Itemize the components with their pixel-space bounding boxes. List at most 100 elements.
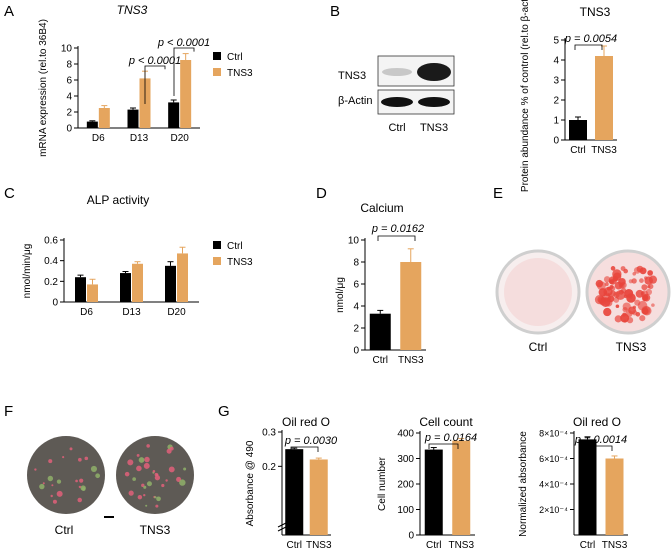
axis-break-mark (277, 526, 287, 532)
lipid-droplet (75, 479, 78, 483)
bar-tns3 (452, 440, 471, 535)
legend-ctrl-swatch (213, 52, 221, 60)
y-tick-label: 2 (66, 108, 72, 119)
y-tick-label: 10 (61, 44, 73, 55)
legend-ctrl-swatch (213, 241, 221, 249)
stain-spot (639, 315, 646, 322)
bar-tns3 (605, 458, 624, 535)
y-tick-label: 0 (66, 124, 72, 135)
lipid-droplet (50, 494, 53, 498)
x-tick-label: TNS3 (448, 540, 474, 551)
well-ctrl-stain (504, 258, 572, 326)
bar-ctrl-d13 (127, 109, 139, 128)
significance-bracket (377, 235, 416, 241)
lipid-droplet (78, 485, 82, 489)
blot-band-actin-ctrl (381, 97, 413, 107)
stain-spot (635, 311, 641, 317)
stain-spot (634, 299, 641, 306)
chart-d-pvalue: p = 0.0162 (371, 223, 424, 235)
y-axis-label: Absorbance @ 490 (245, 440, 256, 526)
chart-a-mrna-expression: TNS3 0 2 4 6 8 10 mRNA expression (rel.to 36B4… (38, 3, 253, 157)
scale-bar (104, 516, 114, 518)
significance-bracket (574, 44, 603, 50)
y-tick-label: 0 (353, 346, 359, 357)
blot-lane-tns3: TNS3 (420, 122, 448, 134)
lipid-droplet (80, 485, 86, 491)
panel-letter-c: C (4, 185, 15, 202)
chart-c-alp-activity: ALP activity 0 0.2 0.4 0.6 nmol/min/μg D6 D13 D… (22, 193, 253, 318)
stain-spot (614, 315, 622, 323)
bar-tns3 (309, 459, 328, 535)
panel-letter-d: D (316, 185, 327, 202)
x-tick-label: Ctrl (426, 540, 442, 551)
well-tns3-stain-spots (594, 265, 658, 324)
y-tick-label: 8 (353, 258, 359, 269)
blot-label-actin: β-Actin (338, 95, 372, 107)
y-tick-label: 6 (66, 76, 72, 87)
lipid-droplet (132, 477, 136, 481)
y-axis-label: Protein abundance % of control (rel.to β… (520, 0, 531, 192)
lipid-droplet (136, 465, 142, 472)
bar-ctrl (569, 120, 587, 140)
chart-a-pvalue-1: p < 0.0001 (128, 55, 181, 67)
legend-tns3-label: TNS3 (227, 257, 253, 268)
legend-tns3-swatch (213, 68, 221, 76)
y-tick-label: 300 (397, 454, 414, 465)
lipid-droplet (77, 497, 83, 503)
stain-spot (648, 283, 654, 290)
blot-band-tns3-ctrl (382, 68, 412, 76)
significance-bracket (428, 443, 459, 449)
well-f-label-tns3: TNS3 (140, 523, 171, 537)
lipid-droplet (143, 494, 146, 497)
lipid-droplet (52, 499, 57, 504)
lipid-droplet (56, 479, 62, 484)
lipid-droplet (90, 465, 97, 472)
alizarin-stained-wells: Ctrl TNS3 (495, 249, 671, 354)
chart-g3-title: Oil red O (573, 415, 621, 429)
bar-tns3-d13 (132, 263, 143, 302)
lipid-droplet (95, 473, 101, 479)
stain-spot (651, 303, 655, 307)
lipid-droplet (166, 448, 172, 454)
y-tick-label: 3 (553, 76, 559, 87)
x-tick-label: D13 (122, 307, 141, 318)
lipid-droplet (146, 444, 150, 448)
chart-g3-pvalue: p = 0.0014 (574, 434, 627, 446)
stain-spot (623, 319, 627, 323)
legend-ctrl-label: Ctrl (227, 52, 243, 63)
x-tick-label: Ctrl (580, 540, 596, 551)
stain-spot (613, 297, 620, 303)
bar-tns3-d20 (177, 253, 188, 302)
y-axis-label: mRNA expression (rel.to 36B4) (38, 19, 49, 157)
lipid-droplet (168, 466, 175, 473)
stain-spot (641, 284, 648, 291)
y-axis-label: nmol/μg (335, 277, 346, 313)
chart-c-title: ALP activity (87, 193, 149, 207)
chart-d-calcium: Calcium 0 2 4 6 8 10 nmol/μg Ctrl TNS3 p = 0.016… (335, 201, 426, 366)
x-tick-label: TNS3 (591, 145, 617, 156)
oil-red-wells: Ctrl TNS3 (27, 436, 194, 537)
bar-tns3-d20 (180, 60, 192, 128)
bar-tns3 (595, 56, 613, 140)
stain-spot (639, 267, 647, 275)
bar-tns3 (400, 262, 422, 350)
lipid-droplet (179, 479, 186, 486)
legend-tns3-label: TNS3 (227, 68, 253, 79)
stain-spot (625, 310, 633, 318)
stain-spot (622, 306, 628, 313)
x-tick-label: D13 (130, 133, 149, 144)
stain-spot (623, 268, 628, 274)
lipid-droplet (141, 483, 145, 488)
y-tick-label: 100 (397, 505, 414, 516)
y-axis-label: nmol/min/μg (22, 244, 33, 299)
panel-letter-b: B (330, 3, 340, 20)
lipid-droplet (48, 459, 53, 464)
y-tick-label: 6 (353, 280, 359, 291)
y-tick-label: 0.4 (44, 256, 58, 267)
stain-spot (613, 291, 620, 298)
y-tick-label: 0.3 (262, 428, 276, 439)
stain-spot (633, 266, 641, 274)
stain-spot (610, 266, 616, 271)
stain-spot (614, 281, 623, 290)
y-tick-label: 6×10⁻⁴ (539, 454, 568, 464)
